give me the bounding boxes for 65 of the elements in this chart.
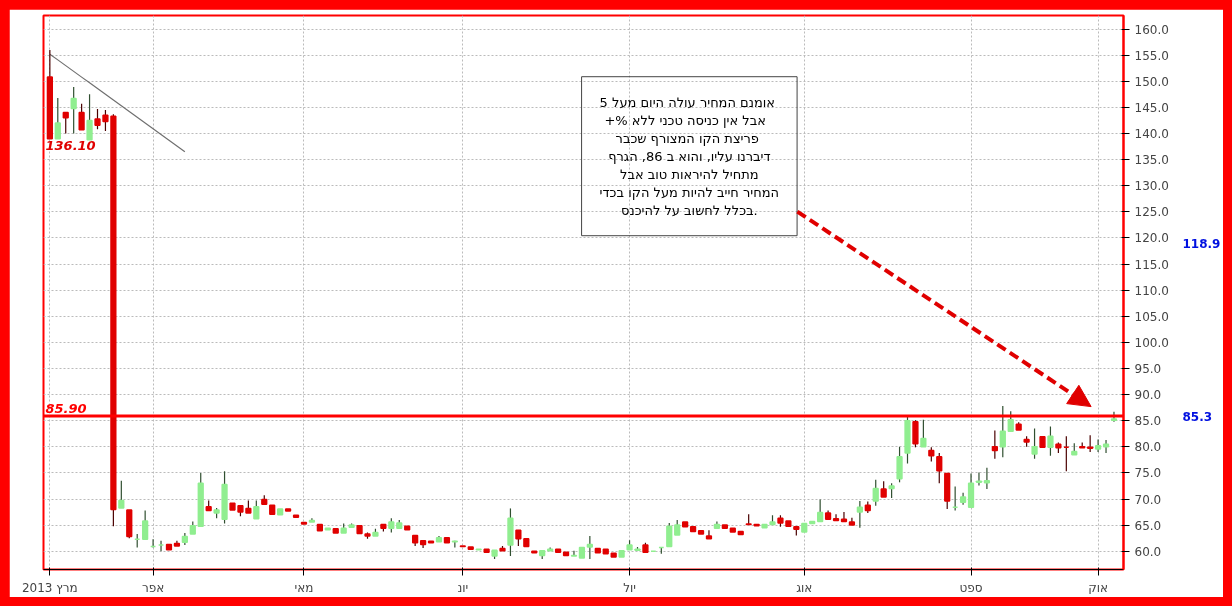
y-tick-label: 130.0 [1134, 179, 1169, 194]
y-tick-label: 115.0 [1134, 257, 1169, 272]
y-tick-label: 145.0 [1134, 100, 1169, 115]
y-tick-label: 110.0 [1134, 283, 1169, 298]
annotation: 136.10 [45, 137, 96, 153]
candlestick [840, 511, 848, 523]
y-tick-label: 150.0 [1134, 74, 1169, 89]
text: 85.3 [1182, 410, 1213, 425]
x-tick-label: מרץ 2013 [21, 580, 78, 595]
candlestick [666, 522, 673, 548]
candlestick [920, 419, 927, 448]
y-tick-label: 125.0 [1134, 205, 1169, 220]
candlestick [856, 500, 863, 529]
y-tick-label: 75.0 [1134, 466, 1162, 481]
candlestick [54, 97, 61, 140]
annotation: אומנם המחיר עולה היום מעל 5 +% אבל אין כניסה טכני ללא פריצת הקו המצורף שכבר דיברנו עליו, והוא ב 86, הגרף מתחיל להיראות טוב אבל המחיר חייב להיות מעל הקו בכדי בכלל לחשוב על להיכנס. [599, 94, 780, 218]
y-tick-label: 105.0 [1134, 309, 1169, 324]
x-tick-label: אוק [1088, 580, 1108, 595]
text: 118.9 [1182, 237, 1221, 252]
candlestick [1031, 427, 1038, 460]
candlestick [872, 479, 879, 507]
candlestick [832, 513, 840, 522]
x-tick-label: אפר [141, 580, 165, 595]
x-tick-label: אוג [796, 580, 813, 595]
ref-line-label: 85.90 [45, 400, 87, 416]
y-tick-label: 70.0 [1134, 492, 1162, 507]
candlestick [586, 535, 593, 560]
candlestick [308, 517, 316, 523]
candlestick [912, 419, 919, 448]
y-tick-label: 155.0 [1134, 48, 1169, 63]
candlestick [78, 103, 85, 131]
candlestick [896, 446, 903, 483]
y-tick-label: 80.0 [1134, 440, 1162, 455]
y-tick-label: 90.0 [1134, 388, 1162, 403]
candlestick [1102, 439, 1110, 454]
y-tick-label: 85.0 [1134, 414, 1162, 429]
candlestick [705, 529, 713, 540]
candlestick [118, 480, 125, 509]
candlestick [1094, 438, 1102, 453]
y-tick-label: 100.0 [1134, 335, 1169, 350]
candlestick [451, 540, 458, 549]
candlestick [142, 509, 149, 540]
y-tick-label: 140.0 [1134, 127, 1169, 142]
candlestick [70, 86, 77, 135]
x-tick-label: מאי [294, 580, 314, 595]
y-tick-label: 120.0 [1134, 231, 1169, 246]
candlestick [983, 467, 991, 490]
candlestick [62, 111, 69, 135]
x-tick-label: ספט [959, 580, 983, 595]
y-tick-label: 135.0 [1134, 153, 1169, 168]
y-tick-label: 95.0 [1134, 361, 1162, 376]
candlestick [936, 452, 943, 484]
y-tick-label: 65.0 [1134, 518, 1162, 533]
y-tick-label: 60.0 [1134, 544, 1162, 559]
x-tick-label: יול [623, 580, 636, 595]
candlestick [253, 499, 260, 520]
candlestick [817, 498, 824, 523]
candlestick [570, 550, 578, 557]
candlestick [86, 93, 93, 141]
candlestick [1007, 410, 1014, 432]
x-tick-label: יונ [457, 580, 469, 595]
candlestick [991, 430, 998, 460]
y-tick-label: 160.0 [1134, 22, 1169, 37]
candlestick [999, 405, 1006, 458]
candlestick [1047, 425, 1054, 457]
